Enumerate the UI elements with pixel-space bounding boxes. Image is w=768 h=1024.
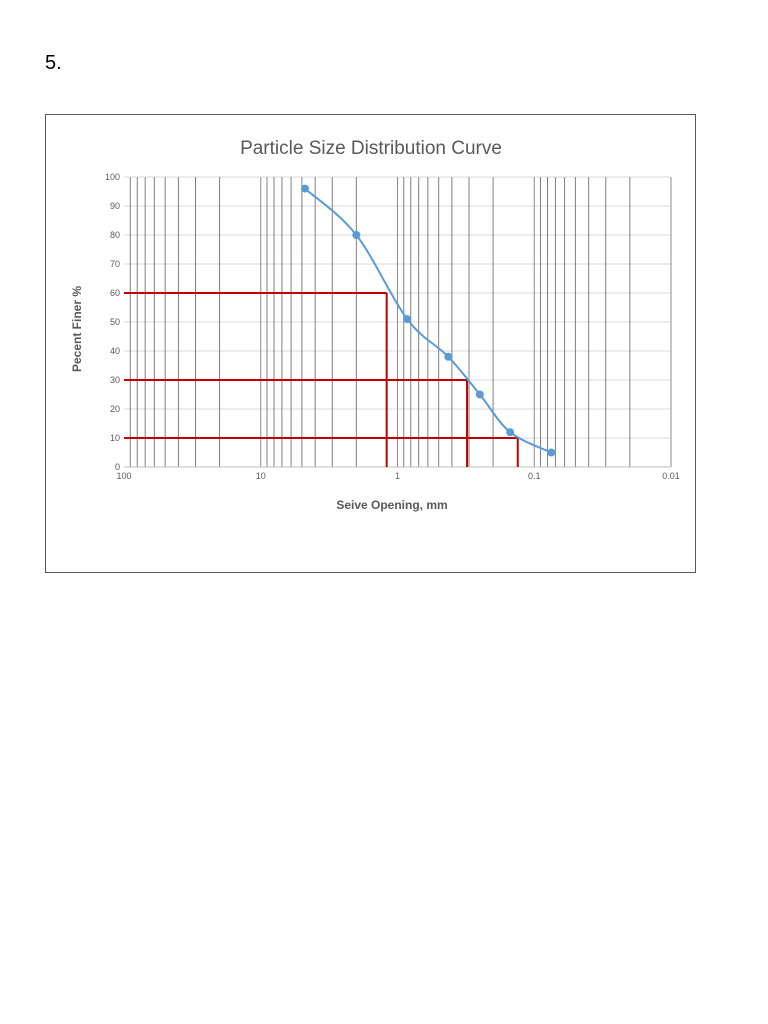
y-tick-label: 80: [110, 230, 120, 240]
x-tick-label: 1: [395, 471, 400, 481]
data-point: [475, 390, 484, 399]
particle-size-chart: 0 10 20 30 40 50 60 70 80 90 100 100 10 1 0.1 0.01 Part…: [70, 138, 680, 512]
y-axis-title: Pecent Finer %: [70, 286, 84, 372]
data-point: [444, 352, 453, 361]
y-tick-label: 30: [110, 375, 120, 385]
y-tick-label: 50: [110, 317, 120, 327]
data-point: [403, 315, 412, 324]
y-tick-label: 70: [110, 259, 120, 269]
tick-labels: 0 10 20 30 40 50 60 70 80 90 100 100 10 1 0.1 0.01: [105, 172, 680, 481]
x-tick-label: 10: [256, 471, 266, 481]
y-tick-label: 10: [110, 433, 120, 443]
chart-frame: 0 10 20 30 40 50 60 70 80 90 100 100 10 1 0.1 0.01 Part…: [45, 114, 696, 573]
y-tick-label: 20: [110, 404, 120, 414]
question-number: 5.: [45, 52, 62, 74]
y-tick-label: 60: [110, 288, 120, 298]
chart-title: Particle Size Distribution Curve: [240, 138, 502, 159]
y-tick-label: 0: [115, 462, 120, 472]
reference-lines: [124, 292, 519, 467]
y-tick-label: 40: [110, 346, 120, 356]
x-tick-label: 100: [116, 471, 131, 481]
x-axis-title: Seive Opening, mm: [336, 498, 447, 512]
y-tick-label: 100: [105, 172, 120, 182]
data-point: [547, 448, 556, 457]
x-tick-label: 0.01: [662, 471, 680, 481]
data-point: [506, 428, 515, 437]
data-point: [300, 184, 309, 193]
y-tick-label: 90: [110, 201, 120, 211]
series-layer: [300, 184, 556, 457]
data-point: [352, 231, 361, 239]
grid-layer: [124, 176, 672, 468]
x-tick-label: 0.1: [528, 471, 541, 481]
